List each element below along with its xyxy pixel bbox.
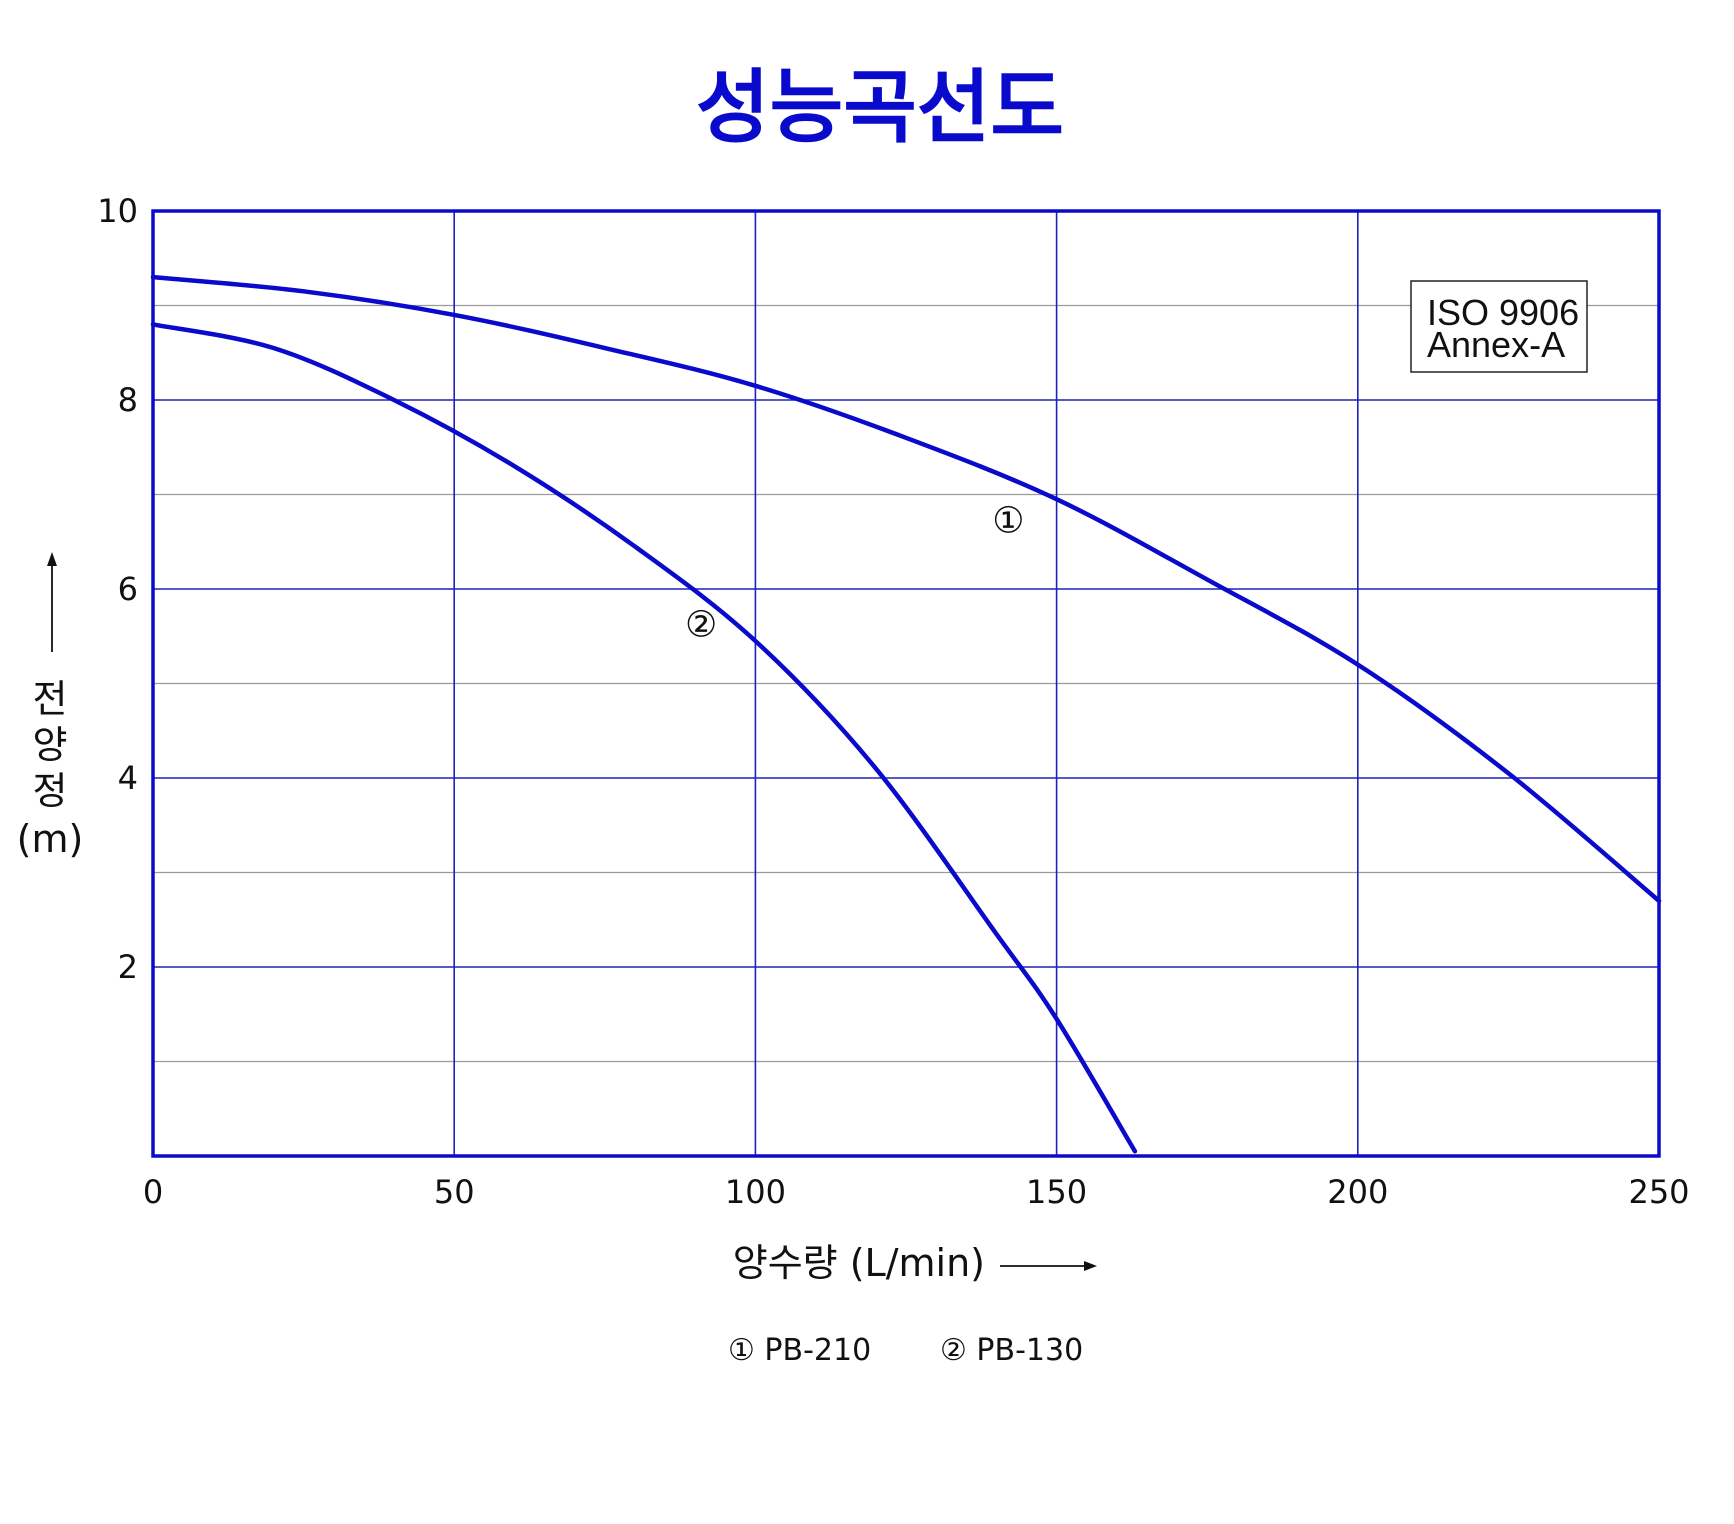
series-marker-label-2: ② xyxy=(685,604,717,645)
y-tick-labels: 2 4 6 8 10 xyxy=(97,192,138,986)
standard-badge-box xyxy=(1410,280,1588,373)
y-tick-label: 4 xyxy=(118,759,138,797)
legend-entry-1: ① PB-210 xyxy=(728,1333,871,1368)
y-tick-label: 2 xyxy=(118,948,138,986)
series-marker-label-1: ① xyxy=(992,500,1024,541)
x-axis-label-text: 양수량 (L/min) xyxy=(733,1241,985,1285)
series-line-2 xyxy=(150,322,1138,1154)
y-axis-arrow-icon xyxy=(47,552,57,566)
standard-badge-line-2: Annex-A xyxy=(1427,324,1565,365)
y-axis-label-unit: (m) xyxy=(17,817,84,861)
standard-badge: ISO 9906 Annex-A xyxy=(1410,280,1588,373)
x-tick-label: 0 xyxy=(143,1173,163,1211)
x-tick-label: 200 xyxy=(1327,1173,1388,1211)
y-axis-label-char-3: 정 xyxy=(33,769,68,813)
minor-gridlines xyxy=(153,304,1659,1063)
x-tick-label: 50 xyxy=(434,1173,475,1211)
x-axis-label: 양수량 (L/min) xyxy=(733,1241,1097,1285)
legend: ① PB-210 ② PB-130 xyxy=(728,1333,1083,1368)
x-tick-labels: 0 50 100 150 200 250 xyxy=(143,1173,1690,1211)
x-axis-arrow-icon xyxy=(1084,1261,1097,1271)
plot-frame xyxy=(151,209,1661,1158)
x-tick-label: 150 xyxy=(1026,1173,1087,1211)
legend-entry-2: ② PB-130 xyxy=(940,1333,1083,1368)
y-axis-label: 전 양 정 (m) xyxy=(17,552,84,861)
major-gridlines xyxy=(153,211,1659,1156)
y-tick-label: 10 xyxy=(97,192,138,230)
x-tick-label: 100 xyxy=(725,1173,786,1211)
series-group: ①② xyxy=(150,274,1662,1154)
series-line-1 xyxy=(150,274,1662,904)
y-tick-label: 6 xyxy=(118,570,138,608)
standard-badge-line-1: ISO 9906 xyxy=(1427,292,1579,333)
x-tick-label: 250 xyxy=(1628,1173,1689,1211)
y-tick-label: 8 xyxy=(118,381,138,419)
y-axis-label-char-2: 양 xyxy=(33,723,68,767)
y-axis-label-char-1: 전 xyxy=(33,677,68,721)
chart-title: 성능곡선도 xyxy=(696,61,1064,154)
